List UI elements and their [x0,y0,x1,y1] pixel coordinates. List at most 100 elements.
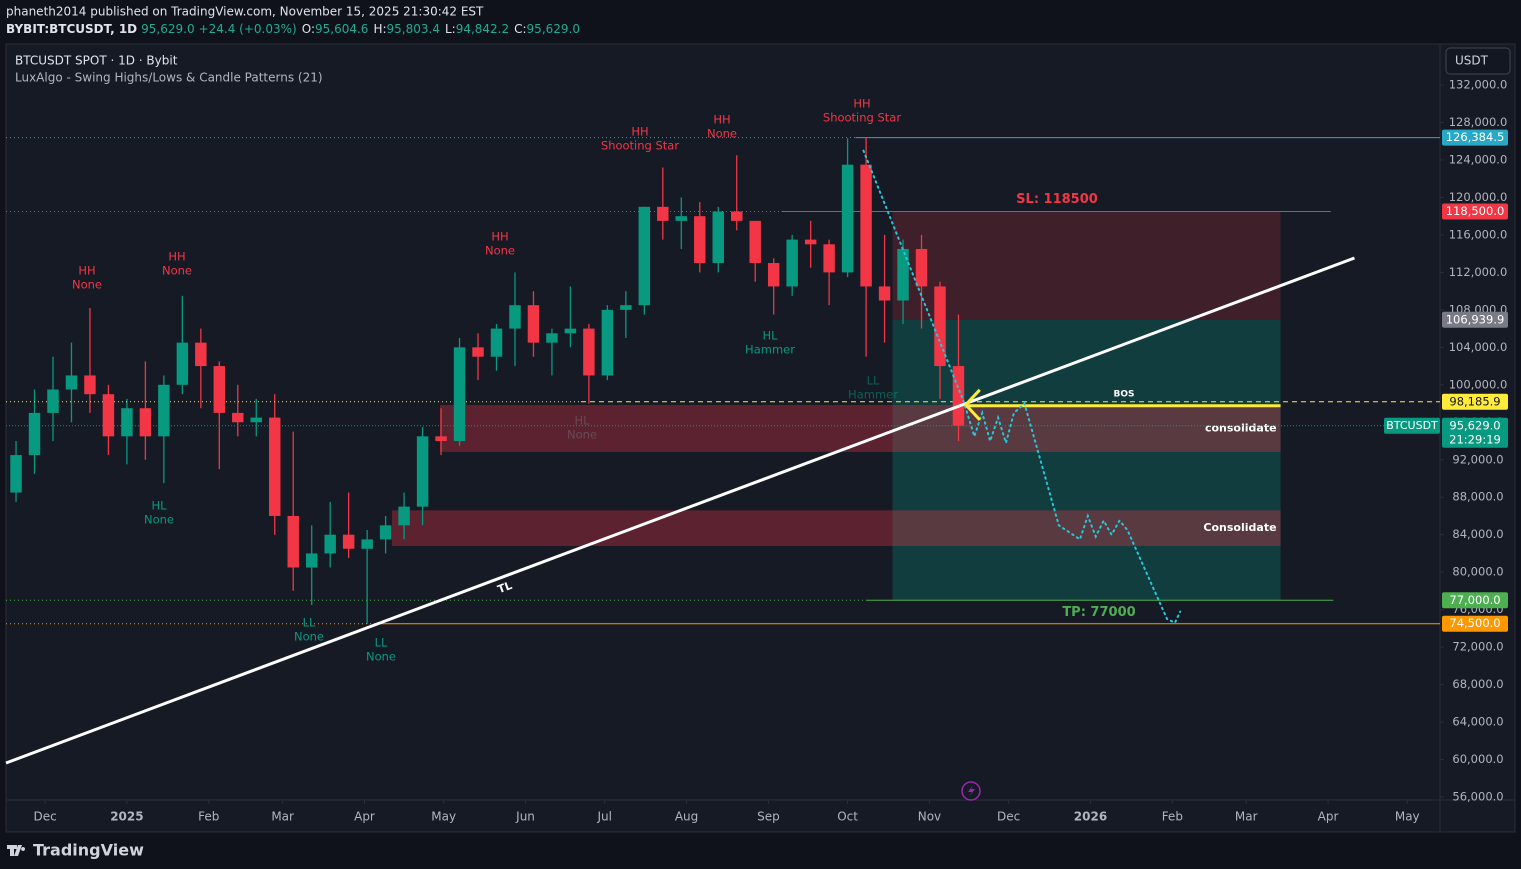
candle-body [897,248,909,301]
price-tag [1442,129,1508,146]
price-tag-label: 95,629.0 [1449,418,1500,432]
candle-body [250,417,262,423]
x-tick-label: 2025 [110,810,143,824]
quote-part: 95,629.0 [141,22,194,36]
candle-body [28,412,41,456]
candle-body [324,534,336,554]
zone-label: Consolidate [1203,521,1276,534]
y-tick-label: 64,000.0 [1452,715,1503,729]
price-tag-label: 118,500.0 [1446,204,1505,218]
brand: TradingView [33,841,144,860]
candle-body [786,239,798,287]
y-tick-label: 84,000.0 [1452,527,1503,541]
x-tick-label: Jul [596,810,611,824]
projection-path [862,149,1182,625]
candle-body [269,417,281,516]
x-tick-label: May [1395,810,1420,824]
candle-body [804,239,817,245]
level-text: TP: 77000 [1062,605,1135,620]
y-tick-label: 60,000.0 [1452,752,1503,766]
zone [391,510,1281,546]
swing-label: None [707,127,737,141]
candle-body [490,328,503,357]
y-tick-label: 80,000.0 [1452,565,1503,579]
candle-body [638,206,651,306]
swing-label: HL [151,499,167,513]
zone [892,319,1281,601]
quote-part: 95,629.0 [527,22,580,36]
candle-body [379,525,392,540]
swing-label: LL [867,374,880,388]
swing-label: HL [574,414,590,428]
chart-title: BTCUSDT SPOT · 1D · Bybit [15,54,178,68]
candle-body [158,384,170,437]
candle-body [305,553,318,568]
y-tick-label: 112,000.0 [1449,265,1508,279]
swing-label: None [366,650,396,664]
quote-part: O: [302,22,315,36]
y-tick-label: 92,000.0 [1452,452,1503,466]
candle-body [860,164,872,287]
candle-body [398,506,410,526]
price-tag-label: 98,185.9 [1449,394,1500,408]
level-text: BOS [1114,389,1135,399]
swing-label: LL [303,616,316,630]
breakout-arrow [963,388,981,421]
candle-body [564,328,577,334]
candle-body [472,347,484,357]
trendline [5,256,1355,765]
price-tag-label: 106,939.9 [1446,312,1505,326]
candle-body [84,375,96,395]
swing-label: None [144,513,174,527]
quote-part: 95,604.6 [315,22,368,36]
swing-label: HH [631,125,648,139]
candle-body [601,309,614,376]
y-tick-label: 128,000.0 [1449,115,1508,129]
alert-icon[interactable] [961,781,981,801]
candle-body [416,436,429,507]
x-tick-label: Mar [271,810,294,824]
swing-label: LL [375,636,388,650]
x-tick-label: Feb [1162,810,1183,824]
candle-body [749,220,761,264]
y-tick-label: 104,000.0 [1449,340,1508,354]
y-tick-label: 120,000.0 [1449,190,1508,204]
chart-panel [5,43,1516,833]
candle-body [694,216,706,264]
swing-label: Shooting Star [601,139,679,153]
candle-body [546,333,558,343]
candle-body [213,366,226,413]
quote-line: BYBIT:BTCUSDT, 1D 95,629.0 +24.4 (+0.03%) O… [6,22,580,36]
y-tick-label: 72,000.0 [1452,640,1503,654]
published-line: phaneth2014 published on TradingView.com… [6,5,484,19]
trendline-label: TL [496,579,514,596]
candle-body [435,436,447,442]
y-tick-label: 68,000.0 [1452,677,1503,691]
currency-button[interactable] [1445,47,1511,75]
candle-body [675,216,688,221]
candle-body [712,211,724,264]
level-text: SL: 118500 [1016,192,1098,207]
x-tick-label: May [431,810,456,824]
swing-label: HH [168,250,185,264]
candle-body [453,347,466,442]
candle-body [583,328,595,376]
candle-body [121,408,133,437]
plot-area: consolidate Consolidate [15,137,1281,624]
swing-label: HL [762,329,778,343]
x-tick-label: Oct [837,810,858,824]
price-tag-label: 74,500.0 [1449,616,1500,630]
quote-part: BYBIT:BTCUSDT, 1D [6,22,137,36]
symbol-tag [1384,417,1440,434]
quote-part: L: [445,22,456,36]
candle-body [915,248,928,287]
x-tick-label: Jun [515,810,535,824]
swing-label: Hammer [745,343,795,357]
zone-label: consolidate [1205,421,1277,434]
swing-label: HH [713,113,730,127]
x-tick-label: Dec [33,810,56,824]
candle-body [195,342,207,367]
currency[interactable]: USDT [1455,54,1489,68]
